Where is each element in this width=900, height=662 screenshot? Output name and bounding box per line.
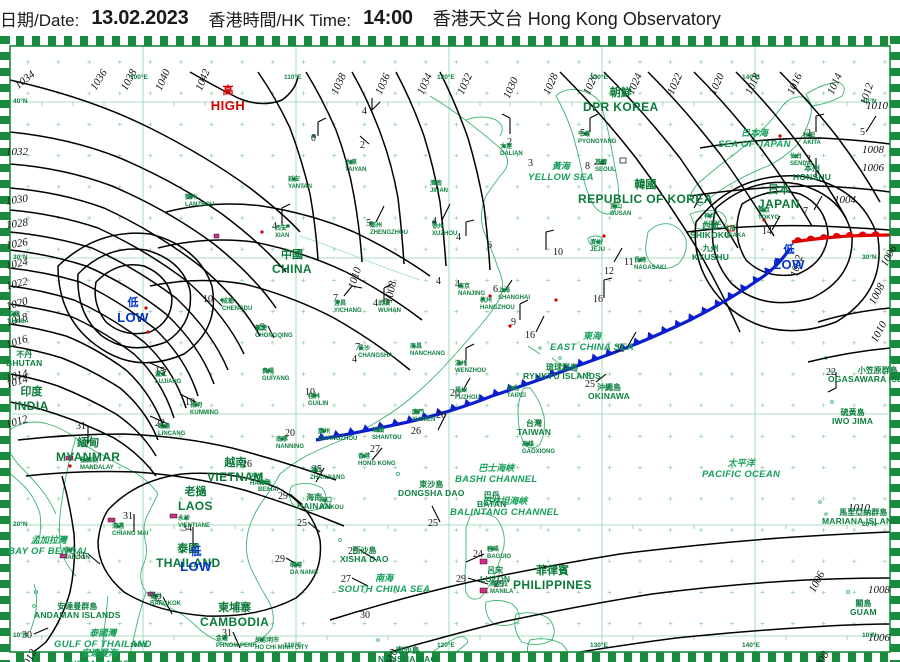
station-dots [12,132,812,642]
weather-chart-map: 1034 1036 1038 1040 1042 1038 1036 1034 1032 1030… [0,36,900,662]
date-label: 日期/Date: [0,10,80,30]
chart-svg [0,36,900,662]
date-value: 13.02.2023 [91,6,189,29]
map-border [0,36,900,662]
plus-lattice [26,60,887,626]
organisation-label: 香港天文台 Hong Kong Observatory [432,9,721,29]
city-markers [59,157,735,597]
cold-front [315,247,792,442]
graticule-ticks [41,102,848,640]
station-wind-barbs [33,98,877,649]
warm-front [791,231,893,244]
graticule [12,46,888,652]
time-label: 香港時間/HK Time: [208,10,352,30]
time-value: 14:00 [363,6,413,29]
chart-header: 日期/Date: 13.02.2023 香港時間/HK Time: 14:00 … [0,0,900,36]
isobars [9,71,893,662]
